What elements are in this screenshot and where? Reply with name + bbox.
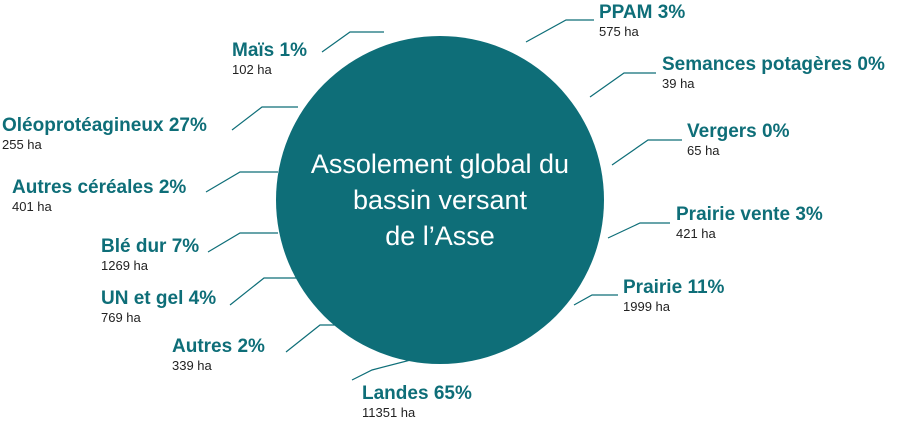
label-name: Semances potagères: [662, 54, 853, 75]
label-percent: 7%: [171, 236, 200, 257]
label-area: 769 ha: [101, 310, 141, 325]
label-name: PPAM: [599, 2, 653, 23]
label-oleo: Oléoprotéagineux 27% 255 ha: [2, 115, 207, 152]
label-landes: Landes 65% 11351 ha: [362, 383, 472, 420]
label-area: 65 ha: [687, 143, 720, 158]
leader-ble-dur: [207, 232, 278, 253]
label-name: Prairie vente: [676, 204, 791, 225]
label-name: Prairie: [623, 277, 683, 298]
label-percent: 0%: [857, 54, 885, 75]
label-percent: 27%: [168, 115, 207, 136]
label-un-gel: UN et gel 4% 769 ha: [101, 288, 216, 325]
leader-ppam: [525, 19, 594, 43]
label-name: Autres céréales: [12, 177, 154, 198]
label-area: 421 ha: [676, 226, 716, 241]
label-area: 1999 ha: [623, 299, 670, 314]
label-area: 401 ha: [12, 199, 52, 214]
label-semences: Semances potagères 0% 39 ha: [662, 54, 885, 91]
label-prairie: Prairie 11% 1999 ha: [623, 277, 724, 314]
label-percent: 2%: [237, 336, 265, 357]
label-percent: 1%: [279, 40, 307, 61]
leader-prairie-vente: [607, 222, 670, 239]
label-area: 102 ha: [232, 62, 272, 77]
label-ble-dur: Blé dur 7% 1269 ha: [101, 236, 199, 273]
label-area: 1269 ha: [101, 258, 148, 273]
label-percent: 11%: [687, 277, 725, 298]
label-percent: 0%: [762, 121, 790, 142]
leader-semences: [589, 72, 656, 98]
label-name: Oléoprotéagineux: [2, 115, 164, 136]
label-name: Landes: [362, 383, 429, 404]
label-area: 339 ha: [172, 358, 212, 373]
label-percent: 4%: [188, 288, 217, 309]
label-percent: 2%: [158, 177, 187, 198]
label-percent: 3%: [657, 2, 686, 23]
label-ppam: PPAM 3% 575 ha: [599, 2, 685, 39]
leader-oleo: [231, 106, 298, 131]
label-area: 575 ha: [599, 24, 639, 39]
label-autres-cereales: Autres céréales 2% 401 ha: [12, 177, 186, 214]
label-autres: Autres 2% 339 ha: [172, 336, 265, 373]
label-percent: 3%: [795, 204, 823, 225]
center-circle: [276, 36, 604, 364]
leader-un-gel: [229, 277, 302, 306]
leader-vergers: [611, 139, 682, 166]
leader-prairie: [573, 294, 618, 306]
label-prairie-vente: Prairie vente 3% 421 ha: [676, 204, 823, 241]
label-name: UN et gel: [101, 288, 184, 309]
label-mais: Maïs 1% 102 ha: [232, 40, 307, 77]
label-name: Autres: [172, 336, 233, 357]
leader-mais: [321, 31, 384, 53]
label-name: Vergers: [687, 121, 757, 142]
label-name: Blé dur: [101, 236, 167, 257]
leader-autres-cereales: [205, 171, 278, 193]
label-area: 255 ha: [2, 137, 42, 152]
label-area: 39 ha: [662, 76, 695, 91]
title-line-3: de l’Asse: [385, 221, 495, 251]
diagram-title: Assolement global du bassin versant de l…: [276, 36, 604, 364]
title-line-1: Assolement global du: [310, 149, 570, 179]
label-vergers: Vergers 0% 65 ha: [687, 121, 789, 158]
label-percent: 65%: [433, 383, 472, 404]
label-area: 11351 ha: [362, 405, 416, 420]
label-name: Maïs: [232, 40, 275, 61]
title-line-2: bassin versant: [352, 185, 528, 215]
